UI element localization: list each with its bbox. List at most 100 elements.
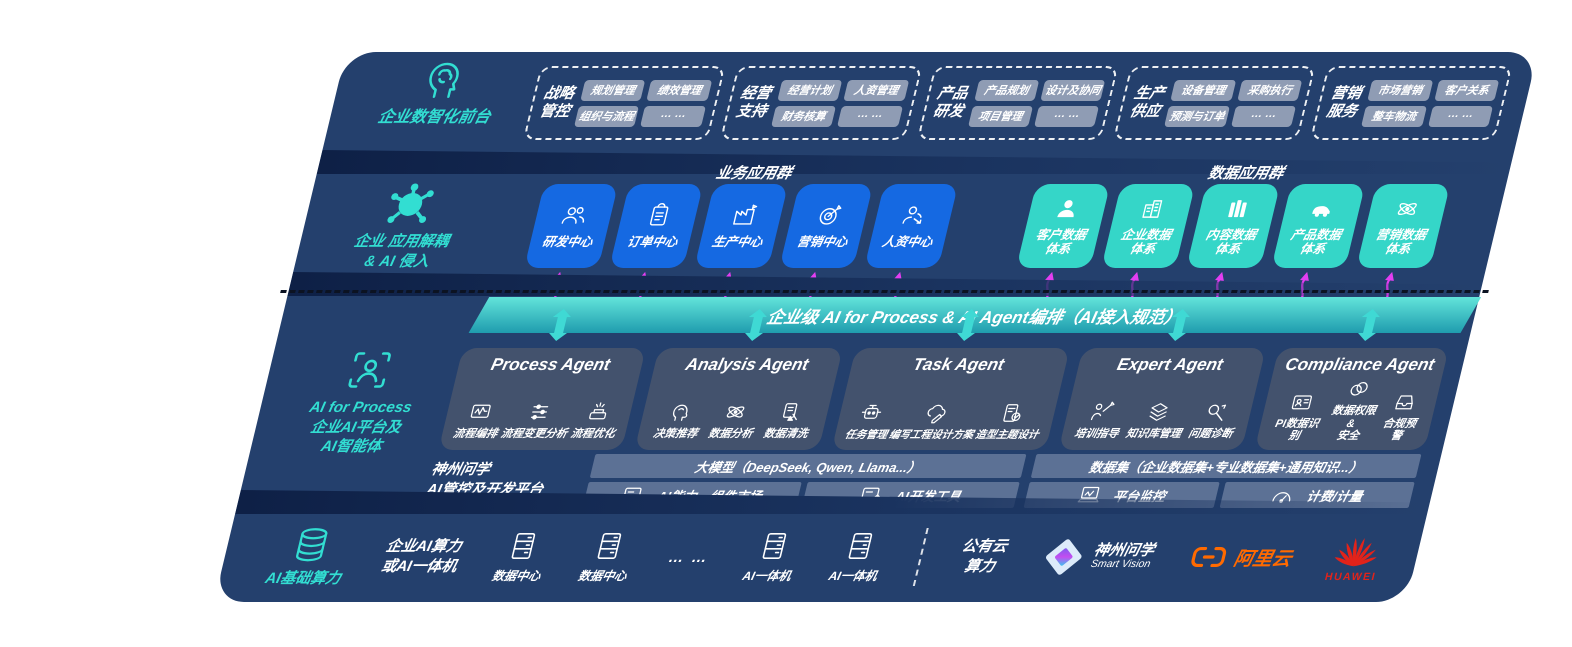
- pill[interactable]: 经营计划: [777, 79, 843, 101]
- group-pills: 规划管理 绩效管理 组织与流程 … …: [574, 79, 713, 127]
- data-box-enterprise[interactable]: 企业数据 体系: [1101, 184, 1196, 306]
- app-box-rnd-center[interactable]: 研发中心: [524, 184, 619, 306]
- group-product[interactable]: 产品 研发 产品规划 设计及协同 项目管理 … …: [916, 66, 1120, 140]
- front-office-groups: 战略 管控 规划管理 绩效管理 组织与流程 … … 经营 支持 经营计划 人资管…: [522, 66, 1513, 140]
- agent-feature[interactable]: PI数据识别: [1266, 390, 1332, 443]
- datacenter-node[interactable]: 数据中心: [490, 530, 551, 584]
- data-box-content[interactable]: 内容数据 体系: [1186, 184, 1281, 306]
- pill[interactable]: 绩效管理: [646, 79, 713, 101]
- decoupling-label: 企业 应用解耦 & AI 侵入: [352, 233, 451, 270]
- feature-label: 数据分析: [706, 428, 754, 441]
- agent-feature[interactable]: 数据分析: [707, 400, 761, 441]
- app-box-hr-center[interactable]: 人资中心: [864, 184, 959, 306]
- app-box-production-center[interactable]: 生产中心: [694, 184, 789, 306]
- pill-ellipsis[interactable]: … …: [837, 105, 903, 127]
- feature-label: 决策推荐: [651, 428, 699, 441]
- datasets-bar[interactable]: 数据集（企业数据集+专业数据集+通用知识...）: [1030, 454, 1422, 478]
- agent-feature[interactable]: 任务管理: [844, 401, 896, 441]
- app-box-order-center[interactable]: 订单中心: [609, 184, 704, 306]
- group-name: 产品 研发: [931, 85, 970, 120]
- pill[interactable]: 产品规划: [973, 79, 1040, 101]
- database-icon: [295, 528, 327, 562]
- agent-title: Compliance Agent: [1283, 355, 1437, 374]
- data-box-label: 企业数据 体系: [1119, 227, 1173, 256]
- huawei-logo-icon: [1334, 537, 1377, 566]
- agent-feature[interactable]: 数据清洗: [762, 400, 816, 441]
- group-strategy[interactable]: 战略 管控 规划管理 绩效管理 组织与流程 … …: [522, 66, 726, 140]
- datacenter-node[interactable]: 数据中心: [577, 530, 638, 584]
- ai-appliance-node[interactable]: AI一体机: [741, 530, 802, 584]
- agent-feature[interactable]: 流程优化: [569, 400, 623, 441]
- agent-feature[interactable]: 流程变更分析: [499, 400, 575, 441]
- aliyun-logo-icon: [1191, 546, 1227, 568]
- agent-card-process[interactable]: Process Agent 流程编排 流程变更分析 流程优化: [438, 317, 647, 450]
- agent-card-expert[interactable]: Expert Agent 培训指导 知识库管理 问题诊断: [1057, 317, 1266, 450]
- pill[interactable]: 整车物流: [1361, 105, 1427, 127]
- task-manage-icon: [861, 404, 882, 419]
- group-name: 经营 支持: [734, 85, 773, 120]
- pill[interactable]: 市场营销: [1367, 79, 1433, 101]
- building-icon: [1142, 199, 1163, 218]
- pill[interactable]: 设计及协同: [1040, 79, 1106, 101]
- data-box-marketing[interactable]: 营销数据 体系: [1356, 184, 1451, 306]
- agent-title: Process Agent: [489, 355, 613, 374]
- data-box-customer[interactable]: 客户数据 体系: [1016, 184, 1111, 306]
- pill-ellipsis[interactable]: … …: [640, 105, 706, 127]
- pill-ellipsis[interactable]: … …: [1230, 105, 1297, 127]
- compliance-warning-icon: [1394, 395, 1413, 410]
- diagnosis-icon: [1208, 404, 1227, 422]
- app-box-marketing-center[interactable]: 营销中心: [779, 184, 874, 306]
- users-icon: [560, 207, 584, 225]
- hr-people-icon: [901, 206, 922, 225]
- pill-ellipsis[interactable]: … …: [1034, 105, 1100, 127]
- design-doc-icon: [927, 404, 946, 424]
- group-operation[interactable]: 经营 支持 经营计划 人资管理 财务核算 … …: [719, 66, 923, 140]
- agent-feature[interactable]: 问题诊断: [1187, 400, 1241, 441]
- atom-icon: [1397, 202, 1417, 215]
- ai-appliance-node[interactable]: AI一体机: [827, 530, 888, 584]
- business-app-row: 研发中心 订单中心 生产中心 营销中心 人资中心: [524, 184, 959, 306]
- group-marketing[interactable]: 营销 服务 市场营销 客户关系 整车物流 … …: [1310, 66, 1513, 140]
- feature-label: 知识库管理: [1124, 428, 1183, 441]
- agent-feature[interactable]: 流程编排: [452, 400, 506, 441]
- pill[interactable]: 客户关系: [1433, 79, 1500, 101]
- agent-feature[interactable]: 知识库管理: [1124, 400, 1189, 441]
- agent-feature[interactable]: 编写工程设计方案: [888, 401, 982, 441]
- data-apps-header: 数据应用群: [1206, 165, 1286, 182]
- group-supply[interactable]: 生产 供应 设备管理 采购执行 预测与订单 … …: [1113, 66, 1316, 140]
- server-icon: [848, 533, 872, 559]
- business-apps-header: 业务应用群: [714, 165, 794, 182]
- agent-feature[interactable]: 合规预警: [1373, 390, 1429, 443]
- models-bar[interactable]: 大模型（DeepSeek, Qwen, Llama...）: [589, 454, 1027, 478]
- theme-design-icon: [1003, 404, 1021, 422]
- pill[interactable]: 组织与流程: [574, 105, 640, 127]
- pill[interactable]: 项目管理: [967, 105, 1034, 127]
- pill[interactable]: 规划管理: [580, 79, 646, 101]
- optimization-icon: [588, 402, 606, 420]
- decision-icon: [672, 404, 688, 422]
- pill[interactable]: 设备管理: [1170, 79, 1237, 101]
- data-box-label: 产品数据 体系: [1289, 227, 1343, 256]
- vendor-aliyun[interactable]: 阿里云: [1187, 544, 1294, 571]
- vendor-huawei[interactable]: HUAWEI: [1324, 532, 1387, 583]
- main-panel: 企业数智化前台 战略 管控 规划管理 绩效管理 组织与流程 … … 经营 支持 …: [202, 42, 1550, 612]
- pill[interactable]: 财务核算: [770, 105, 837, 127]
- agent-card-task[interactable]: Task Agent 任务管理 编写工程设计方案 造型主题设计: [831, 317, 1070, 450]
- agent-feature[interactable]: 造型主题设计: [974, 401, 1047, 441]
- agent-card-compliance[interactable]: Compliance Agent PI数据识别 数据权限& 安全 合规预警: [1254, 317, 1449, 450]
- pill[interactable]: 人资管理: [843, 79, 909, 101]
- data-box-product[interactable]: 产品数据 体系: [1271, 184, 1366, 306]
- agent-card-analysis[interactable]: Analysis Agent 决策推荐 数据分析 数据清洗: [634, 317, 843, 450]
- agent-feature[interactable]: 培训指导: [1073, 400, 1127, 441]
- node-label: 数据中心: [490, 569, 543, 583]
- pill-ellipsis[interactable]: … …: [1427, 105, 1494, 127]
- head-brain-icon: [429, 62, 459, 98]
- agent-feature[interactable]: 数据权限& 安全: [1321, 377, 1387, 443]
- agent-feature[interactable]: 决策推荐: [652, 400, 706, 441]
- pill[interactable]: 采购执行: [1237, 79, 1303, 101]
- pill[interactable]: 预测与订单: [1164, 105, 1230, 127]
- vendor-smartvision[interactable]: 神州问学 Smart Vision: [1038, 536, 1158, 578]
- feature-label: 数据权限& 安全: [1330, 405, 1378, 443]
- feature-label: 培训指导: [1072, 428, 1120, 441]
